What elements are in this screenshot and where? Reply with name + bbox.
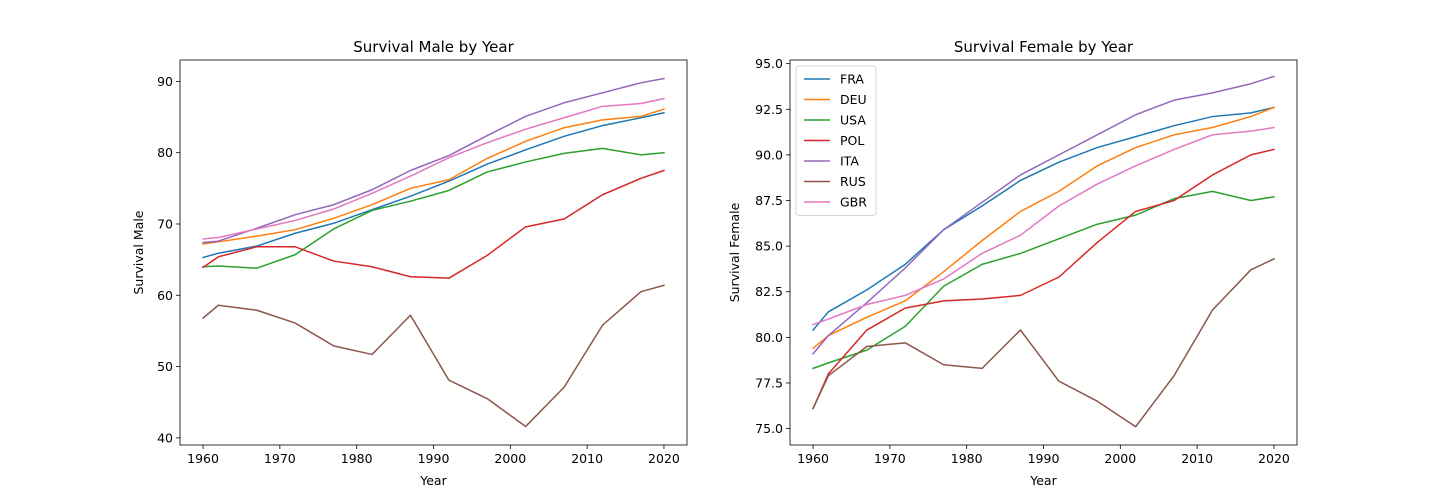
chart-0-series-deu-line (202, 108, 665, 245)
chart-1-legend-label-gbr: GBR (840, 195, 867, 210)
chart-1-xlabel: Year (1029, 473, 1057, 488)
chart-1-series-fra-line (811, 106, 1275, 332)
chart-1-title: Survival Female by Year (954, 38, 1134, 56)
chart-0-series-gbr-line (202, 97, 665, 240)
chart-0-title: Survival Male by Year (353, 38, 514, 56)
chart-1-xtick-label: 1960 (797, 451, 829, 466)
chart-0-axes-frame (179, 59, 688, 446)
chart-0-series-rus-line (201, 284, 665, 428)
chart-1-legend-box (795, 65, 877, 216)
chart-1-xtick-label: 2010 (1181, 451, 1213, 466)
chart-0-xtick-label: 1980 (341, 451, 373, 466)
chart-1-ytick-label: 85.0 (755, 239, 783, 254)
chart-0-series-fra-line (202, 111, 665, 259)
chart-0-xtick-label: 2020 (648, 451, 680, 466)
chart-0-series-usa-line (202, 147, 665, 269)
chart-1-xtick-label: 1980 (951, 451, 983, 466)
chart-1-series-rus-line (812, 257, 1275, 428)
chart-1-xtick-label: 2020 (1258, 451, 1290, 466)
chart-0-xlabel: Year (419, 473, 447, 488)
chart-1-series-group (811, 75, 1275, 428)
chart-0-ytick-label: 40 (157, 430, 173, 445)
chart-0-series-ita-line (202, 77, 665, 244)
chart-0-ylabel: Survival Male (131, 210, 146, 294)
chart-0-xtick-label: 2000 (494, 451, 526, 466)
chart-1-ytick-label: 80.0 (755, 330, 783, 345)
chart-0-series-group (201, 77, 665, 428)
chart-0-ytick-label: 90 (157, 74, 173, 89)
chart-1-legend: FRA DEU USA POL ITA RUS GBR (795, 65, 877, 216)
chart-1-legend-label-usa: USA (840, 113, 866, 128)
chart-1-ytick-label: 75.0 (755, 421, 783, 436)
chart-1-xtick-label: 2000 (1104, 451, 1136, 466)
chart-1-legend-label-deu: DEU (840, 92, 867, 107)
chart-1-xtick-label: 1970 (874, 451, 906, 466)
chart-0-ytick-label: 60 (157, 288, 173, 303)
chart-1-ytick-label: 90.0 (755, 147, 783, 162)
chart-1-ytick-label: 77.5 (755, 375, 783, 390)
chart-1-series-ita-line (811, 75, 1275, 355)
chart-1-series-pol-line (812, 148, 1275, 410)
chart-1-ytick-label: 87.5 (755, 193, 783, 208)
chart-0-xtick-label: 2010 (571, 451, 603, 466)
chart-survival-female: 1960 1970 1980 1990 2000 2010 2020 75.0 77.5 80.0… (727, 38, 1298, 488)
chart-1-ytick-label: 92.5 (755, 102, 783, 117)
chart-1-series-deu-line (811, 106, 1275, 350)
chart-0-series-pol-line (202, 169, 665, 279)
chart-0-xtick-label: 1990 (418, 451, 450, 466)
chart-1-ytick-label: 82.5 (755, 284, 783, 299)
chart-1-ytick-label: 95.0 (755, 56, 783, 71)
chart-survival-male: 1960 1970 1980 1990 2000 2010 2020 40 50 60 70 80 90… (131, 38, 688, 488)
chart-1-legend-label-rus: RUS (840, 174, 866, 189)
chart-1-ylabel: Survival Female (727, 202, 742, 302)
chart-0-xtick-label: 1960 (187, 451, 219, 466)
chart-1-legend-label-pol: POL (840, 133, 864, 148)
chart-0-ytick-label: 50 (157, 359, 173, 374)
chart-1-legend-label-fra: FRA (840, 72, 864, 87)
chart-0-ytick-label: 70 (157, 216, 173, 231)
chart-0-xtick-label: 1970 (264, 451, 296, 466)
chart-1-xtick-label: 1990 (1028, 451, 1060, 466)
chart-1-legend-label-ita: ITA (840, 154, 859, 169)
chart-0-ytick-label: 80 (157, 145, 173, 160)
chart-1-series-gbr-line (812, 126, 1275, 326)
